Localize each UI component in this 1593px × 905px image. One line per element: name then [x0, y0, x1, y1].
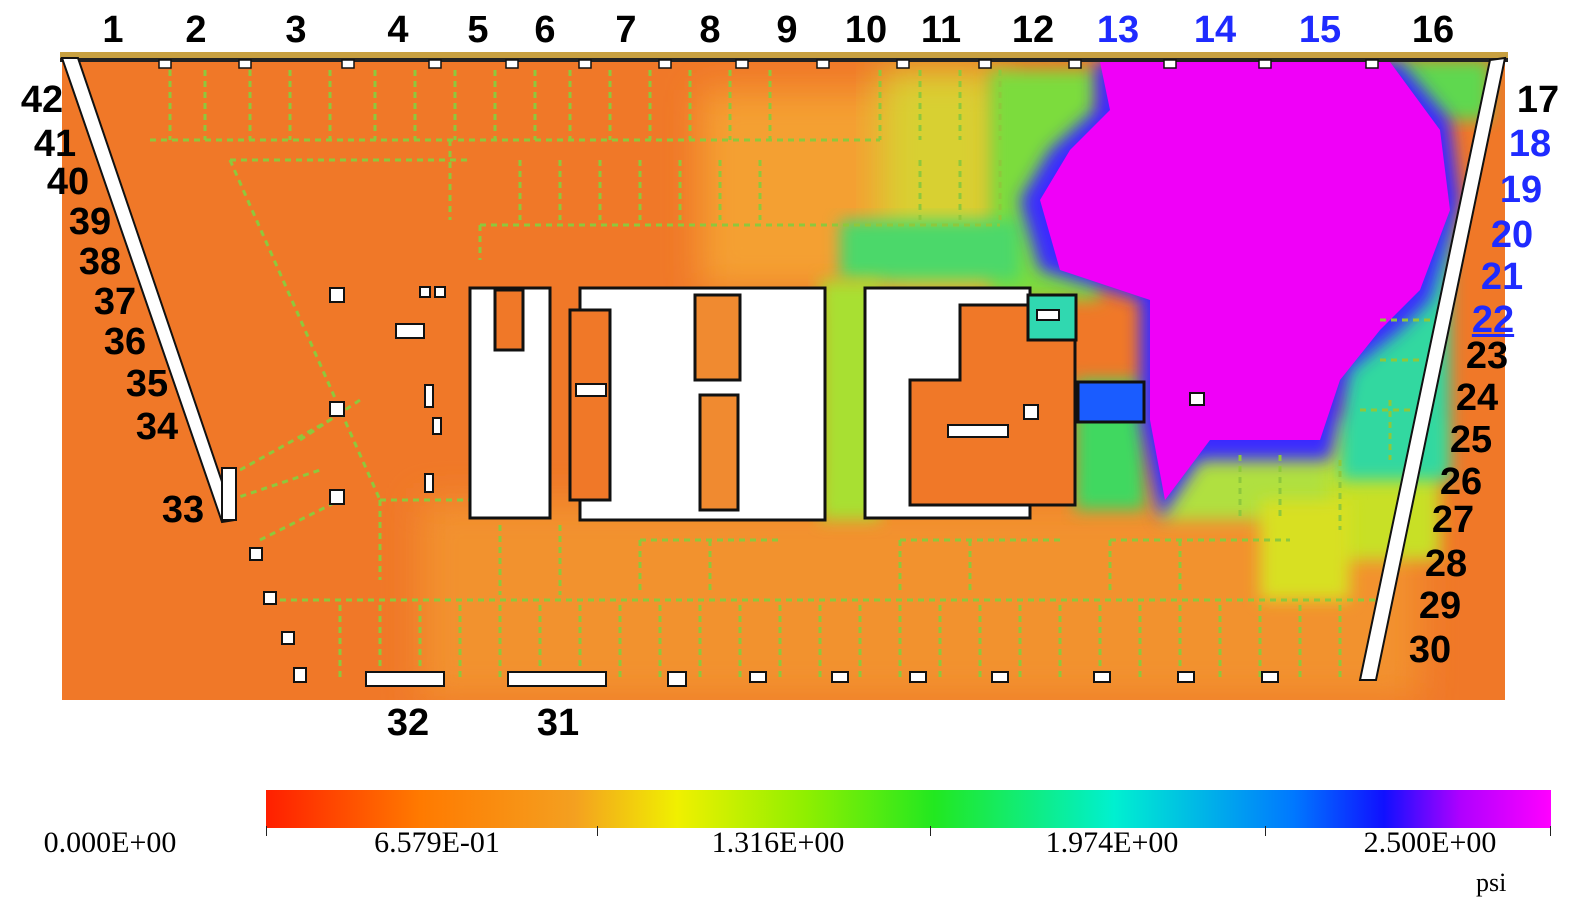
column-notch [658, 59, 672, 69]
top-label-11: 11 [920, 9, 962, 51]
core-openings [329, 286, 1205, 505]
column-notch [341, 59, 355, 69]
column-notch [158, 59, 172, 69]
right-label-26: 26 [1439, 461, 1483, 503]
right-label-23: 23 [1465, 335, 1509, 377]
top-label-10: 10 [844, 9, 888, 51]
right-label-29: 29 [1418, 585, 1462, 627]
colorbar-tick-label: 0.000E+00 [43, 826, 177, 859]
left-label-41: 41 [33, 123, 77, 165]
column-notch [978, 59, 992, 69]
left-label-33: 33 [161, 489, 205, 531]
right-label-25: 25 [1449, 419, 1493, 461]
column-notch [578, 59, 592, 69]
left-label-37: 37 [93, 281, 137, 323]
top-label-9: 9 [776, 9, 798, 51]
colorbar-tick-mark [266, 826, 267, 836]
colorbar-unit: psi [1476, 868, 1507, 897]
colorbar-tick-label: 1.974E+00 [1045, 826, 1179, 859]
right-label-27: 27 [1431, 499, 1475, 541]
column-notch [505, 59, 519, 69]
colorbar-tick-mark [597, 826, 598, 836]
colorbar-tick-label: 6.579E-01 [374, 826, 500, 859]
left-label-38: 38 [78, 241, 122, 283]
left-label-40: 40 [46, 161, 90, 203]
partition-walls [150, 70, 1430, 680]
left-label-42: 42 [20, 79, 64, 121]
top-label-12: 12 [1011, 9, 1055, 51]
exterior-walls [60, 52, 1508, 687]
column-notch [1163, 59, 1177, 69]
colorbar-tick-mark [1265, 826, 1266, 836]
left-label-39: 39 [68, 201, 112, 243]
column-notch [1068, 59, 1082, 69]
right-label-21: 21 [1480, 256, 1524, 298]
colorbar-tick-label: 1.316E+00 [711, 826, 845, 859]
top-label-16: 16 [1411, 9, 1455, 51]
left-label-34: 34 [135, 406, 179, 448]
column-notch [816, 59, 830, 69]
right-label-17: 17 [1516, 79, 1560, 121]
bottom-label-31: 31 [536, 702, 580, 744]
pressure-field [62, 58, 1505, 700]
column-notch [1365, 59, 1379, 69]
column-notches [158, 59, 1379, 69]
pressure-colorbar [266, 790, 1551, 828]
top-label-13: 13 [1096, 9, 1140, 51]
top-label-15: 15 [1298, 9, 1342, 51]
column-notch [896, 59, 910, 69]
top-label-6: 6 [534, 9, 556, 51]
colorbar-tick-mark [1550, 826, 1551, 836]
colorbar-tick-label: 2.500E+00 [1363, 826, 1497, 859]
colorbar-tick-mark [930, 826, 931, 836]
right-label-24: 24 [1455, 377, 1499, 419]
top-label-4: 4 [387, 9, 409, 51]
top-label-1: 1 [102, 9, 124, 51]
top-label-5: 5 [467, 9, 489, 51]
left-label-36: 36 [103, 321, 147, 363]
right-label-28: 28 [1424, 543, 1468, 585]
column-notch [238, 59, 252, 69]
right-label-22: 22 [1471, 299, 1515, 341]
right-label-20: 20 [1490, 214, 1534, 256]
top-label-7: 7 [615, 9, 637, 51]
top-label-8: 8 [699, 9, 721, 51]
right-label-19: 19 [1499, 169, 1543, 211]
right-label-18: 18 [1508, 123, 1552, 165]
left-label-35: 35 [125, 363, 169, 405]
column-notch [428, 59, 442, 69]
core-rooms [493, 288, 1146, 512]
top-label-3: 3 [285, 9, 307, 51]
top-label-2: 2 [185, 9, 207, 51]
right-label-30: 30 [1408, 629, 1452, 671]
column-notch [735, 59, 749, 69]
top-label-14: 14 [1193, 9, 1237, 51]
column-notch [1258, 59, 1272, 69]
bottom-label-32: 32 [386, 702, 430, 744]
